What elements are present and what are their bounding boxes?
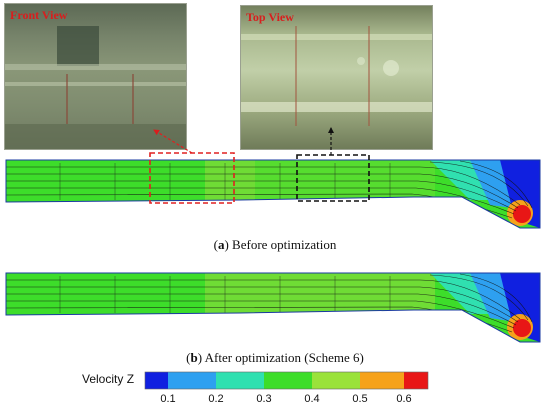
- colorbar-bin-1: [145, 372, 168, 389]
- front-view-label: Front View: [10, 8, 68, 22]
- colorbar-bin-5: [312, 372, 360, 389]
- colorbar-bin-7: [404, 372, 428, 389]
- caption-b-text: After optimization (Scheme 6): [202, 350, 364, 365]
- colorbar-bin-3: [216, 372, 264, 389]
- top-view-photo-details: [241, 26, 432, 126]
- front-view-photo-details: [5, 26, 186, 149]
- flow-field-after: [5, 272, 541, 343]
- caption-b-letter: b: [190, 350, 198, 365]
- flow-field-before: [5, 159, 541, 229]
- front-view-photo: [4, 3, 187, 150]
- top-view-region-box: [296, 154, 370, 202]
- colorbar-title: Velocity Z: [82, 372, 135, 386]
- colorbar-bin-4: [264, 372, 312, 389]
- caption-a-text: Before optimization: [228, 237, 337, 252]
- velocity-colorbar: [144, 371, 429, 390]
- caption-b: (b) After optimization (Scheme 6): [186, 350, 364, 365]
- colorbar-tick-6: 0.6: [396, 393, 412, 405]
- colorbar-tick-4: 0.4: [304, 393, 320, 405]
- caption-a: (a) Before optimization: [213, 237, 337, 252]
- colorbar-bin-6: [360, 372, 404, 389]
- colorbar-tick-1: 0.1: [160, 393, 176, 405]
- colorbar-tick-3: 0.3: [256, 393, 272, 405]
- colorbar-bin-2: [168, 372, 216, 389]
- top-view-photo: [240, 5, 433, 150]
- front-view-arrow: [153, 129, 193, 154]
- caption-a-letter: a: [217, 237, 225, 252]
- colorbar-tick-2: 0.2: [208, 393, 224, 405]
- colorbar-tick-5: 0.5: [352, 393, 368, 405]
- top-view-label: Top View: [246, 10, 294, 24]
